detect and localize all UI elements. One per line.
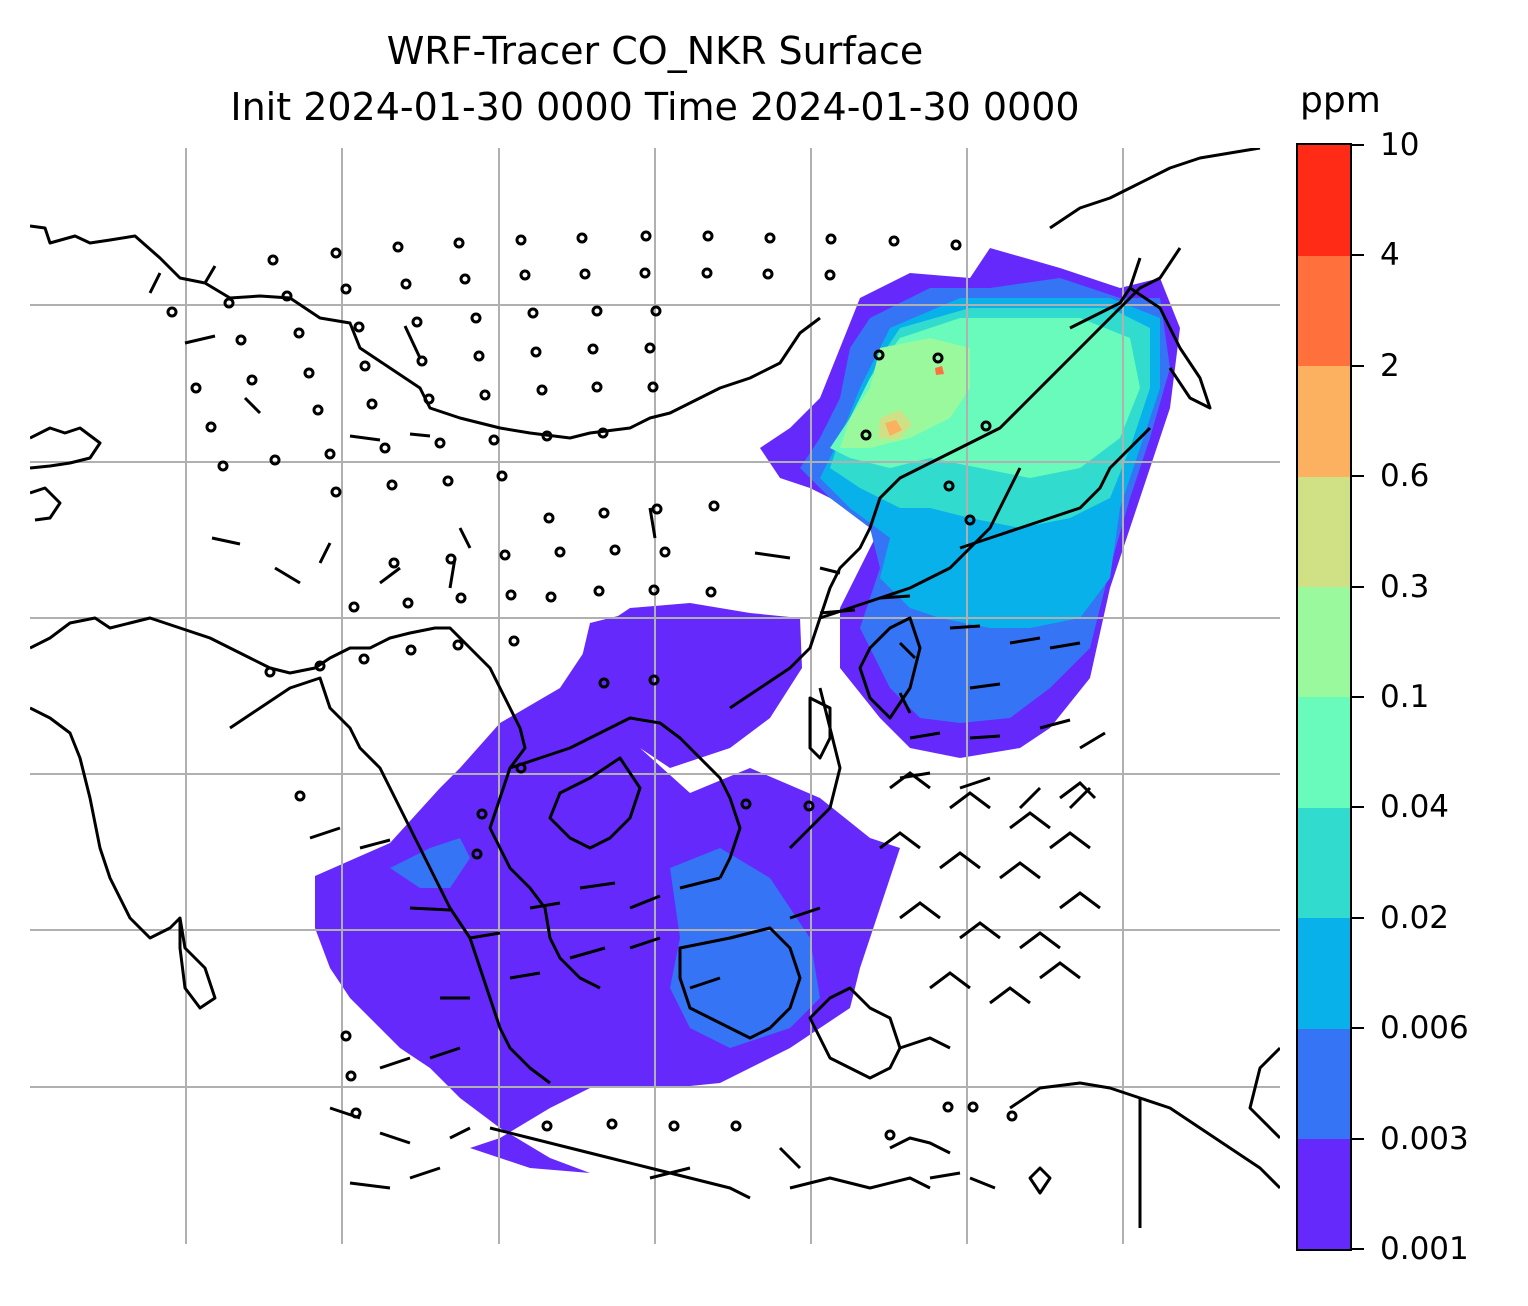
- colorbar-tick-label: 0.003: [1380, 1120, 1469, 1157]
- colorbar: [1296, 143, 1352, 1251]
- wind-barbs: [148, 230, 1106, 1190]
- colorbar-tick: [1352, 696, 1364, 698]
- colorbar-tick: [1352, 1248, 1364, 1250]
- colorbar-tick-label: 0.02: [1380, 899, 1450, 936]
- colorbar-tick: [1352, 254, 1364, 257]
- colorbar-tick-label: 4: [1380, 237, 1400, 274]
- colorbar-tick-label: 0.001: [1380, 1231, 1469, 1267]
- colorbar-segment: [1298, 586, 1350, 698]
- coastlines: [30, 148, 1280, 1228]
- plume-bay: [390, 838, 470, 888]
- co-concentration-fill: [315, 248, 1180, 1173]
- plume-north-south-china: [570, 608, 800, 733]
- colorbar-tick: [1352, 364, 1364, 367]
- colorbar-tick: [1352, 585, 1364, 588]
- colorbar-tick-label: 0.3: [1380, 568, 1430, 605]
- colorbar-tick: [1352, 475, 1364, 478]
- map-canvas: [30, 148, 1280, 1244]
- colorbar-segment: [1298, 255, 1350, 367]
- map-panel[interactable]: [30, 148, 1280, 1244]
- colorbar-tick: [1352, 1137, 1364, 1140]
- colorbar-segment: [1298, 365, 1350, 477]
- colorbar-tick-label: 0.04: [1380, 789, 1450, 826]
- colorbar-segment: [1298, 145, 1350, 256]
- colorbar-segment: [1298, 1028, 1350, 1140]
- colorbar-tick: [1352, 1027, 1364, 1030]
- gridlines: [30, 148, 1280, 1244]
- colorbar-tick-label: 0.006: [1380, 1010, 1469, 1047]
- colorbar-tick-label: 0.6: [1380, 458, 1430, 495]
- colorbar-tick-label: 0.1: [1380, 679, 1430, 715]
- colorbar-segment: [1298, 917, 1350, 1029]
- plume-northeast-hotspot-2: [935, 366, 944, 375]
- colorbar-tick-label: 2: [1380, 347, 1400, 384]
- title-line-2: Init 2024-01-30 0000 Time 2024-01-30 000…: [230, 85, 1080, 129]
- colorbar-segment: [1298, 1138, 1350, 1250]
- plume-northeast-hotspot: [885, 420, 902, 436]
- colorbar-segment: [1298, 697, 1350, 808]
- colorbar-segment: [1298, 807, 1350, 919]
- colorbar-tick: [1352, 144, 1364, 146]
- title-line-1: WRF-Tracer CO_NKR Surface: [386, 29, 924, 73]
- colorbar-tick: [1352, 916, 1364, 919]
- plume-inner-blue: [670, 848, 820, 1048]
- colorbar-tick: [1352, 806, 1364, 809]
- colorbar-segment: [1298, 476, 1350, 588]
- colorbar-unit-label: ppm: [1300, 80, 1381, 121]
- plume-northeast-lightgreen: [840, 338, 970, 448]
- colorbar-tick-label: 10: [1380, 127, 1420, 163]
